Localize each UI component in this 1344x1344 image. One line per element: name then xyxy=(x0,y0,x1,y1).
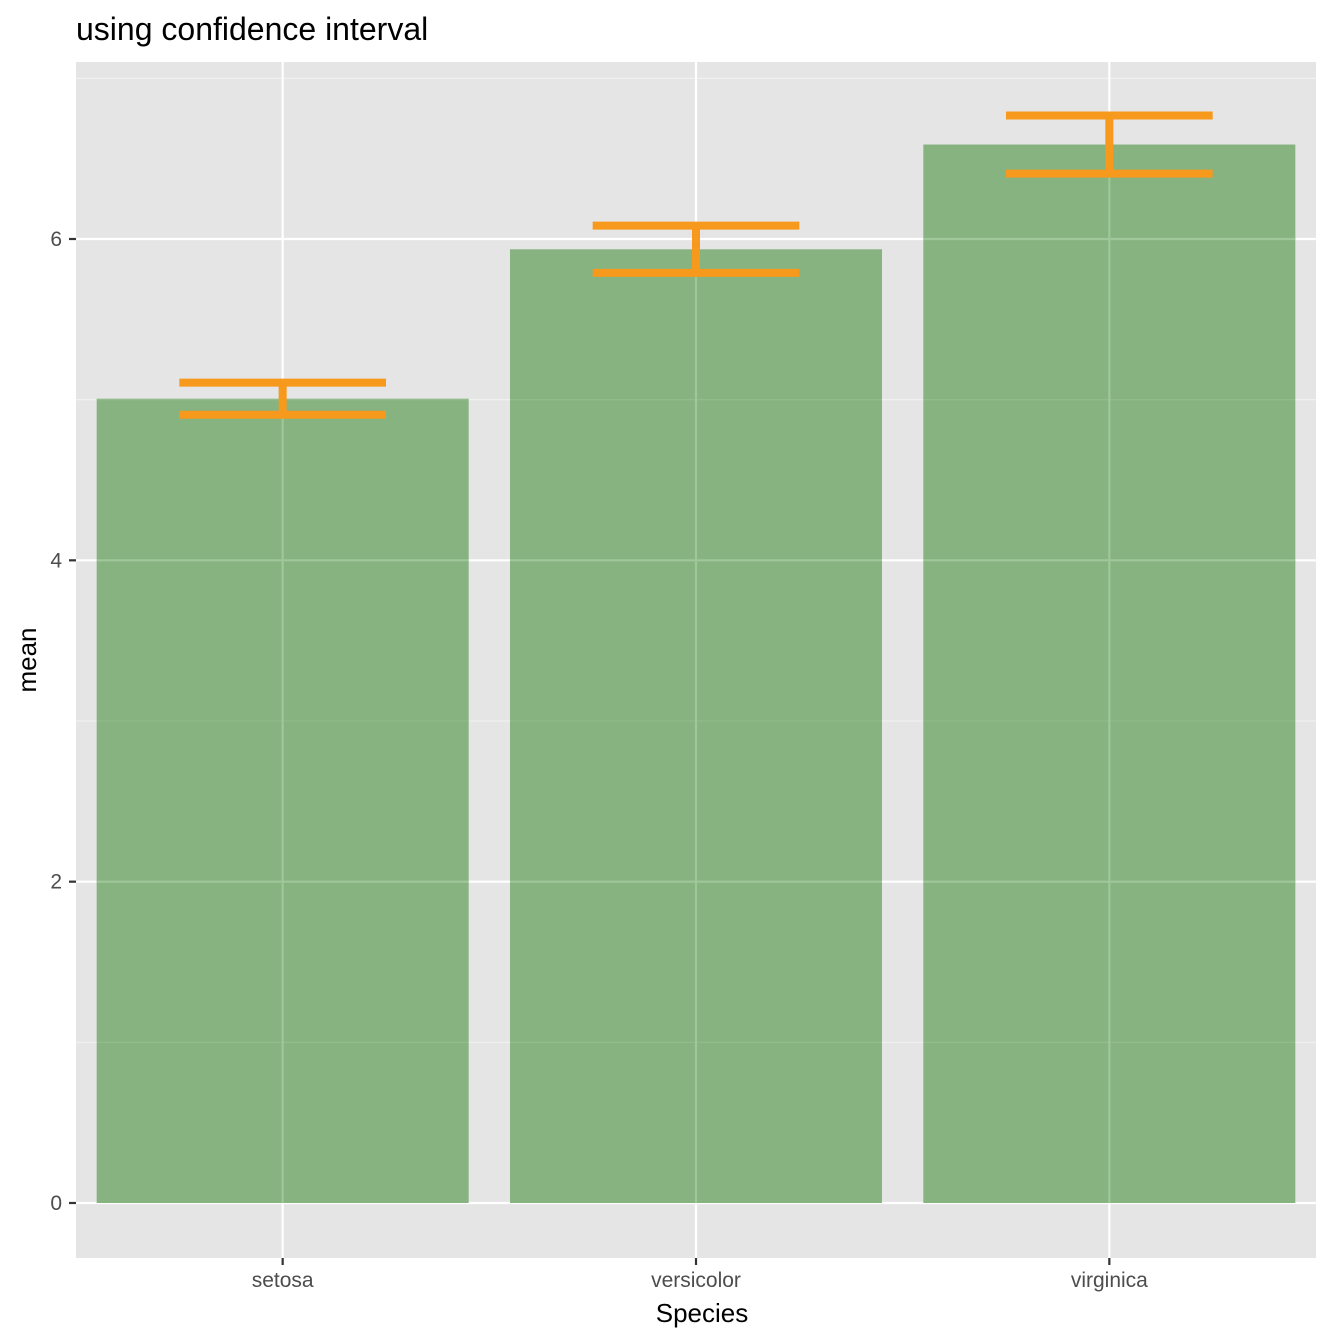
x-axis-title: Species xyxy=(656,1298,749,1328)
error-bar-setosa xyxy=(179,378,386,419)
y-axis: 0 2 4 6 xyxy=(50,228,76,1215)
error-bars xyxy=(179,111,1213,419)
y-axis-title: mean xyxy=(12,627,42,692)
y-tick-label: 6 xyxy=(50,228,62,251)
grid-overlay xyxy=(96,144,1296,1203)
x-tick-label: setosa xyxy=(252,1269,314,1292)
x-axis: setosa versicolor virginica xyxy=(252,1258,1148,1292)
error-bar-versicolor xyxy=(592,221,800,277)
x-tick-label: versicolor xyxy=(651,1269,741,1292)
y-tick-label: 4 xyxy=(50,549,62,572)
error-bar-virginica xyxy=(1006,111,1213,178)
x-tick-label: virginica xyxy=(1071,1269,1148,1292)
y-tick-label: 0 xyxy=(50,1192,62,1215)
chart-title: using confidence interval xyxy=(76,11,428,47)
y-tick-label: 2 xyxy=(50,871,62,894)
